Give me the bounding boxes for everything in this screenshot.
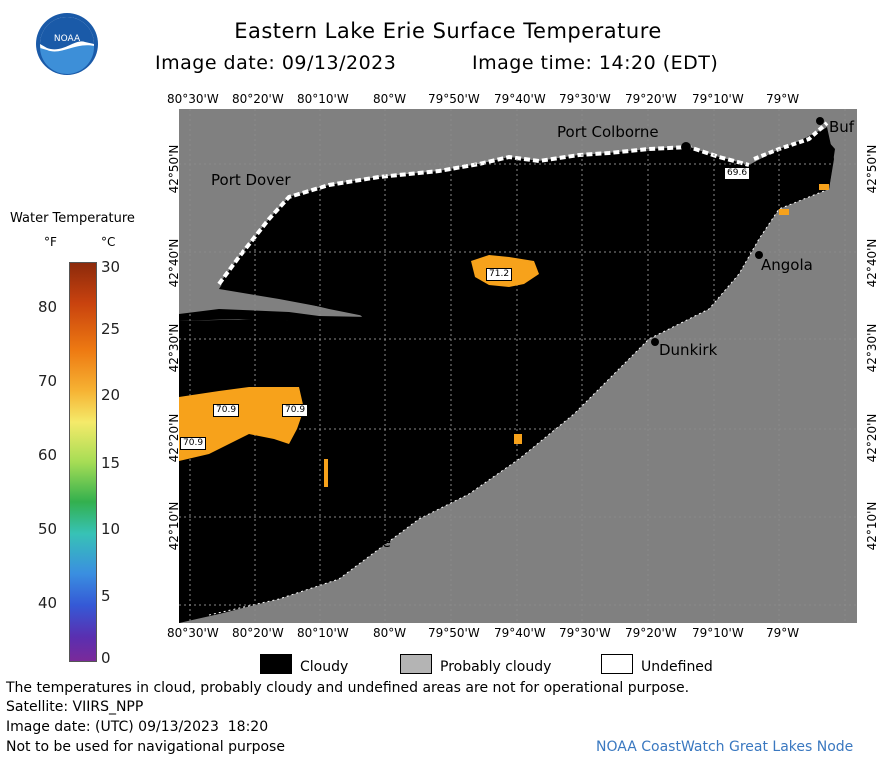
warm-patch-small	[514, 434, 522, 444]
graticule	[179, 109, 857, 623]
lake-main	[179, 131, 835, 623]
temp-label: 70.9	[213, 404, 240, 417]
footer-satellite: Satellite: VIIRS_NPP	[6, 699, 144, 715]
right-tick: 42°30'N	[865, 323, 879, 373]
city-dot	[352, 529, 360, 537]
legend-title: Water Temperature	[10, 211, 135, 226]
bottom-tick: 79°W	[766, 626, 800, 640]
footer-utc-date: Image date: (UTC) 09/13/2023 18:20	[6, 719, 269, 735]
key-undefined-label: Undefined	[641, 659, 713, 675]
logo-text: NOAA	[54, 34, 81, 44]
city-dot	[651, 338, 659, 346]
city-buffalo: Buf	[829, 118, 855, 136]
warm-patch-west	[179, 387, 304, 461]
temp-label: 71.2	[486, 268, 513, 281]
legend-unit-f: °F	[44, 235, 57, 249]
top-tick: 80°10'W	[297, 92, 349, 106]
key-undefined-swatch	[601, 654, 633, 674]
warm-patch-small	[819, 184, 829, 190]
top-tick: 79°30'W	[559, 92, 611, 106]
color-scale-bar	[69, 262, 97, 662]
scale-label-c: 10	[101, 520, 121, 538]
bottom-tick: 79°30'W	[559, 626, 611, 640]
warm-patch-small	[779, 209, 789, 215]
city-dot	[681, 142, 691, 152]
top-tick: 79°W	[766, 92, 800, 106]
top-tick: 79°10'W	[692, 92, 744, 106]
temp-label: 69.6	[724, 167, 751, 180]
bottom-tick: 80°10'W	[297, 626, 349, 640]
city-angola: Angola	[761, 256, 813, 274]
legend-unit-c: °C	[101, 235, 116, 249]
right-tick: 42°20'N	[865, 413, 879, 463]
city-erie: Erie	[362, 533, 392, 551]
scale-label-f: 60	[38, 446, 58, 464]
scale-label-c: 25	[101, 320, 121, 338]
scale-label-f: 50	[38, 520, 58, 538]
right-tick: 42°40'N	[865, 238, 879, 288]
bottom-tick: 79°10'W	[692, 626, 744, 640]
scale-label-c: 20	[101, 386, 121, 404]
top-tick: 80°30'W	[167, 92, 219, 106]
scale-label-c: 5	[101, 587, 111, 605]
scale-label-f: 40	[38, 594, 58, 612]
scale-label-f: 80	[38, 298, 58, 316]
bottom-tick: 80°30'W	[167, 626, 219, 640]
undefined-edge	[217, 144, 750, 286]
warm-patch-small	[324, 459, 328, 487]
temp-label: 70.9	[282, 404, 309, 417]
bottom-tick: 80°W	[373, 626, 407, 640]
footer-disclaimer: The temperatures in cloud, probably clou…	[6, 680, 690, 696]
city-port-colborne: Port Colborne	[557, 123, 659, 141]
bottom-tick: 79°20'W	[625, 626, 677, 640]
key-probably-cloudy-label: Probably cloudy	[440, 659, 552, 675]
bottom-tick: 79°50'W	[428, 626, 480, 640]
undefined-edge	[753, 121, 829, 161]
footer-nav-note: Not to be used for navigational purpose	[6, 739, 285, 755]
image-time-label: Image time: 14:20 (EDT)	[472, 52, 719, 74]
scale-label-f: 70	[38, 372, 58, 390]
key-probably-cloudy-swatch	[400, 654, 432, 674]
city-dunkirk: Dunkirk	[659, 341, 718, 359]
top-tick: 79°20'W	[625, 92, 677, 106]
scale-label-c: 0	[101, 649, 111, 667]
shore-dots	[208, 188, 830, 616]
lake-map	[179, 109, 857, 623]
temp-label: 70.9	[180, 437, 207, 450]
page-title: Eastern Lake Erie Surface Temperature	[234, 19, 662, 43]
city-dot	[816, 117, 824, 125]
scale-label-c: 30	[101, 258, 121, 276]
bottom-tick: 79°40'W	[494, 626, 546, 640]
image-date-label: Image date: 09/13/2023	[155, 52, 397, 74]
top-tick: 79°50'W	[428, 92, 480, 106]
footer-credit: NOAA CoastWatch Great Lakes Node	[596, 739, 854, 755]
city-port-dover: Port Dover	[211, 171, 291, 189]
right-tick: 42°50'N	[865, 144, 879, 194]
top-tick: 80°W	[373, 92, 407, 106]
bottom-tick: 80°20'W	[232, 626, 284, 640]
key-cloudy-label: Cloudy	[300, 659, 349, 675]
top-tick: 80°20'W	[232, 92, 284, 106]
scale-label-c: 15	[101, 454, 121, 472]
top-tick: 79°40'W	[494, 92, 546, 106]
noaa-logo: NOAA	[35, 12, 99, 76]
right-tick: 42°10'N	[865, 501, 879, 551]
key-cloudy-swatch	[260, 654, 292, 674]
city-dot	[755, 251, 763, 259]
